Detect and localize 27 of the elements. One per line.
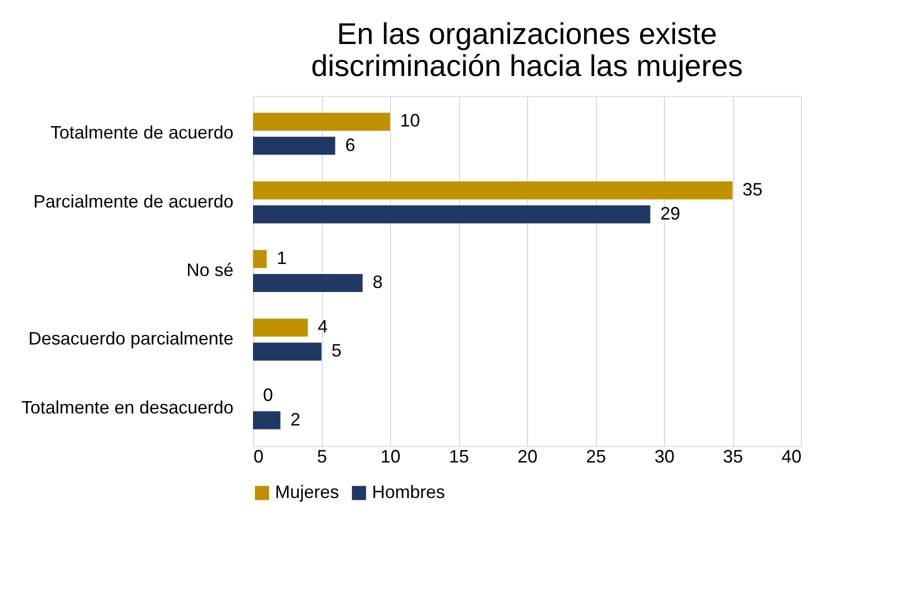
data-label: 6 xyxy=(345,134,356,155)
data-label: 5 xyxy=(332,340,342,361)
legend-label: Mujeres xyxy=(275,482,340,502)
x-tick-label: 25 xyxy=(586,446,606,466)
y-tick-label: Desacuerdo parcialmente xyxy=(28,328,234,349)
y-tick-label: Parcialmente de acuerdo xyxy=(33,191,234,212)
x-tick-label: 20 xyxy=(517,446,538,466)
data-label: 4 xyxy=(318,316,328,337)
x-tick-label: 10 xyxy=(380,446,401,466)
legend-label: Hombres xyxy=(372,482,446,502)
data-label: 10 xyxy=(400,110,420,131)
data-label: 35 xyxy=(742,179,763,200)
data-label: 8 xyxy=(372,272,383,292)
x-tick-label: 15 xyxy=(448,446,470,466)
data-label: 2 xyxy=(290,409,300,430)
chart-title: En las organizaciones existe discriminación hacia las mujeres xyxy=(311,18,743,83)
y-tick-label: Totalmente en desacuerdo xyxy=(21,397,234,418)
data-label: 1 xyxy=(276,248,287,268)
y-tick-label: Totalmente de acuerdo xyxy=(50,122,234,143)
x-tick-label: 5 xyxy=(316,446,328,466)
x-tick-label: 0 xyxy=(254,446,264,466)
data-label: 29 xyxy=(660,203,680,224)
x-tick-label: 30 xyxy=(654,446,675,466)
y-tick-label: No sé xyxy=(186,260,234,280)
x-tick-label: 35 xyxy=(722,446,744,466)
data-label: 0 xyxy=(263,385,274,406)
x-tick-label: 40 xyxy=(781,446,802,466)
